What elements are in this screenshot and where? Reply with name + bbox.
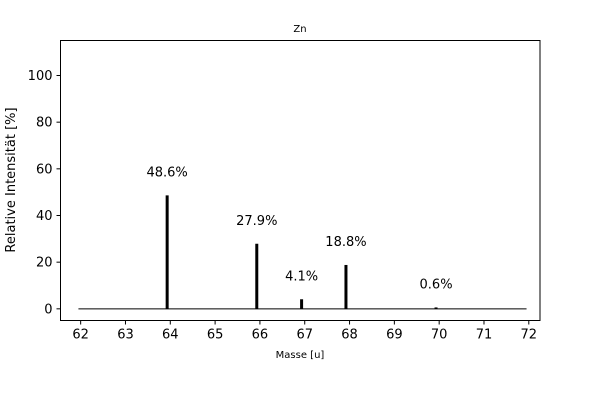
x-tick-label: 64 (162, 328, 179, 343)
x-tick-label: 71 (476, 328, 493, 343)
y-tick-label: 60 (36, 162, 53, 177)
x-axis-label: Masse [u] (276, 350, 325, 361)
y-tick-label: 20 (36, 256, 53, 271)
x-tick-label: 63 (117, 328, 134, 343)
y-tick-label: 100 (28, 69, 53, 84)
data-label: 4.1% (285, 269, 318, 284)
x-tick-label: 67 (296, 328, 313, 343)
x-tick-label: 69 (386, 328, 403, 343)
data-label: 27.9% (236, 214, 277, 229)
y-tick-label: 40 (36, 209, 53, 224)
y-tick-label: 80 (36, 116, 53, 131)
data-label: 0.6% (420, 278, 453, 293)
x-tick-label: 65 (207, 328, 224, 343)
y-axis-label: Relative Intensität [%] (4, 107, 19, 252)
chart-title: Zn (293, 24, 306, 35)
x-tick-label: 66 (252, 328, 269, 343)
data-label: 48.6% (146, 166, 187, 181)
y-tick-label: 0 (44, 302, 52, 317)
x-tick-label: 72 (521, 328, 538, 343)
x-tick-label: 68 (341, 328, 358, 343)
x-tick-label: 62 (72, 328, 89, 343)
x-tick-label: 70 (431, 328, 448, 343)
data-label: 18.8% (325, 235, 366, 250)
